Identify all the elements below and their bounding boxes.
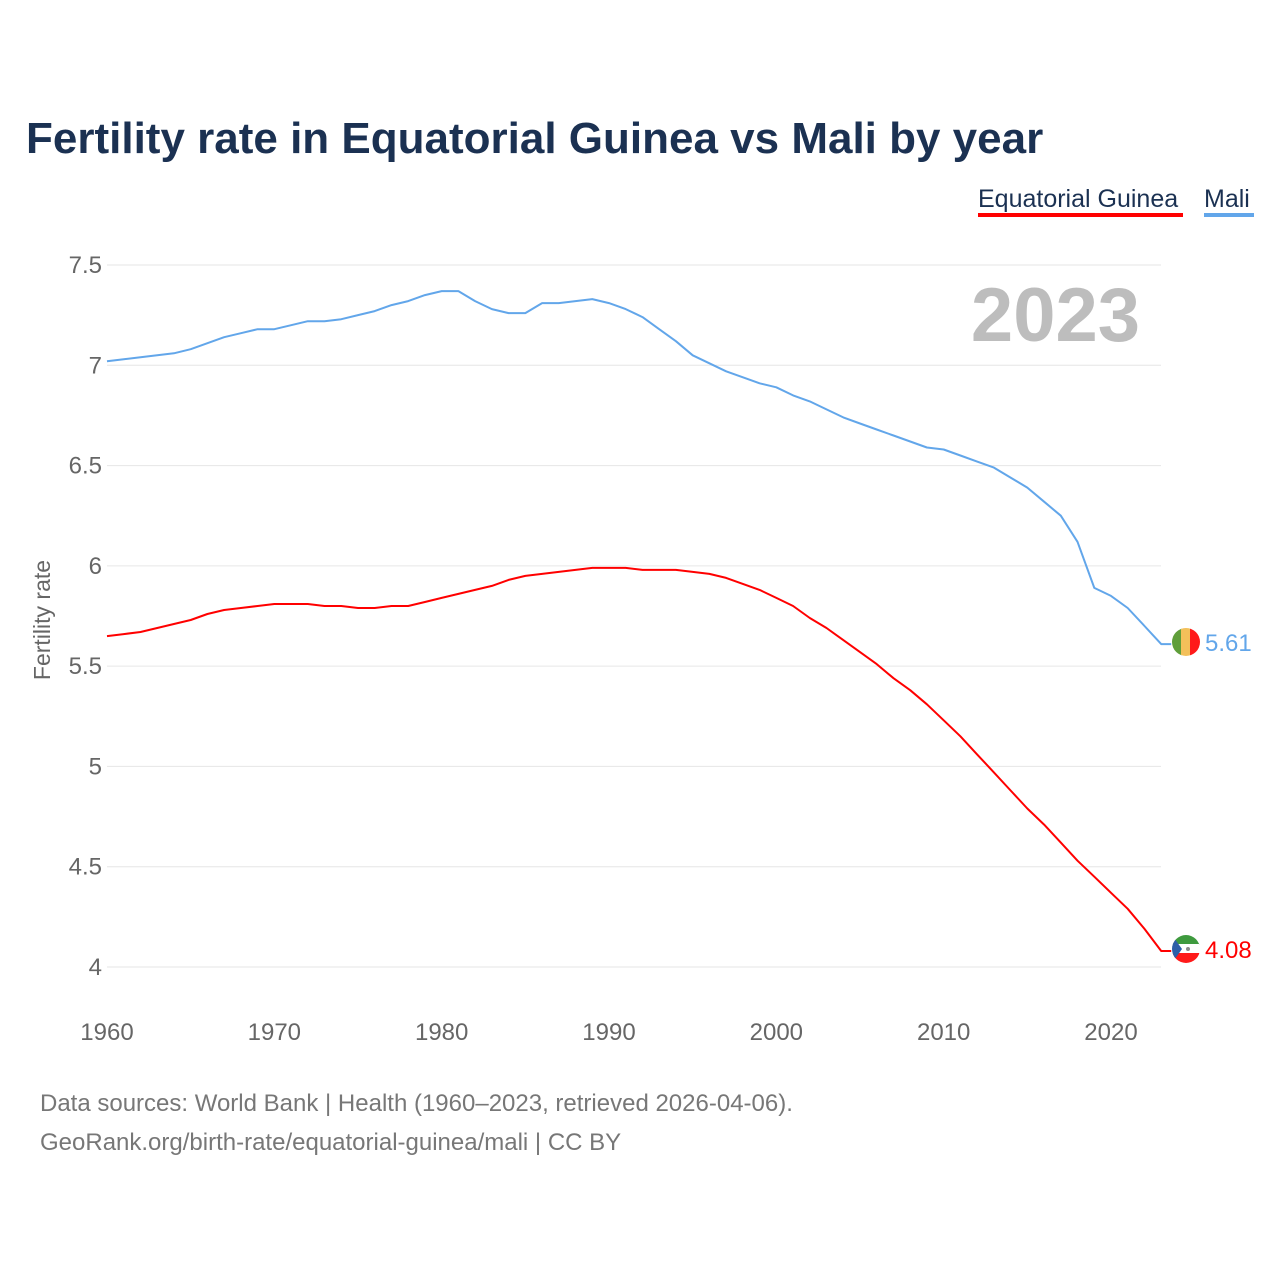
x-tick-label: 2010 [917, 1019, 970, 1046]
gridlines [107, 264, 1161, 968]
y-tick-label: 5 [89, 753, 102, 780]
legend-swatch [1204, 213, 1254, 217]
legend-item-equatorial-guinea[interactable]: Equatorial Guinea [978, 185, 1183, 217]
x-axis-ticks: 1960 1970 1980 1990 2000 2010 2020 [80, 1019, 1137, 1046]
x-tick-label: 2000 [750, 1019, 803, 1046]
x-tick-label: 1970 [248, 1019, 301, 1046]
legend-label: Equatorial Guinea [978, 185, 1178, 213]
y-tick-label: 7 [89, 352, 102, 379]
x-tick-label: 1980 [415, 1019, 468, 1046]
series-lines [106, 290, 1172, 952]
current-year-label: 2023 [971, 273, 1140, 358]
series-line-equatorial-guinea [106, 566, 1172, 952]
mali-flag-icon [1172, 628, 1200, 656]
y-tick-label: 7.5 [69, 252, 102, 279]
equatorial-guinea-flag-icon [1172, 935, 1200, 963]
x-tick-label: 2020 [1084, 1019, 1137, 1046]
y-tick-label: 5.5 [69, 653, 102, 680]
y-tick-label: 4 [89, 954, 102, 981]
legend-swatch [978, 213, 1183, 217]
end-value-mali: 5.61 [1205, 630, 1252, 657]
y-tick-label: 6.5 [69, 453, 102, 480]
legend-item-mali[interactable]: Mali [1204, 185, 1254, 217]
legend-label: Mali [1204, 185, 1250, 213]
series-line-mali [106, 290, 1172, 646]
x-tick-label: 1990 [582, 1019, 635, 1046]
y-tick-label: 6 [89, 553, 102, 580]
legend: Equatorial Guinea Mali [978, 185, 1254, 217]
footer-source: Data sources: World Bank | Health (1960–… [40, 1090, 793, 1117]
end-value-equatorial-guinea: 4.08 [1205, 937, 1252, 964]
y-tick-label: 4.5 [69, 854, 102, 881]
y-axis-label: Fertility rate [29, 560, 55, 680]
footer-link[interactable]: GeoRank.org/birth-rate/equatorial-guinea… [40, 1129, 621, 1156]
chart-title: Fertility rate in Equatorial Guinea vs M… [26, 114, 1043, 163]
x-tick-label: 1960 [80, 1019, 133, 1046]
y-axis-ticks: 4 4.5 5 5.5 6 6.5 7 7.5 [69, 252, 102, 981]
